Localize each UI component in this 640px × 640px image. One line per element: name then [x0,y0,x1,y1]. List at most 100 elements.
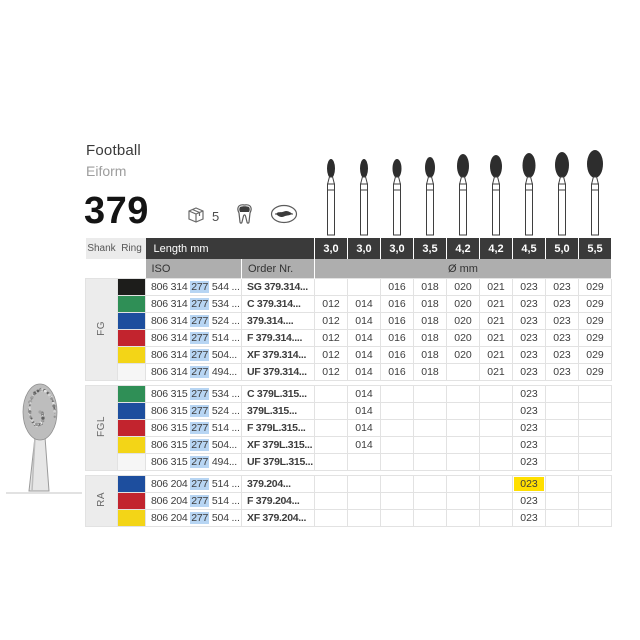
diameter-value: 012 [314,329,348,347]
table-row: 806 315 277 494... UF 379L.315... 023 [86,453,612,471]
order-number: C 379L.315... [241,385,315,403]
diameter-value [380,492,414,510]
ring-color-swatch [117,312,146,330]
diameter-value [479,385,513,403]
spacer-cell [85,259,118,279]
iso-search-highlight: 277 [190,349,210,361]
bur-silhouette [479,146,512,236]
diameter-value [545,436,579,454]
iso-search-highlight: 277 [190,512,210,524]
bur-silhouette [446,146,479,236]
diameter-value [578,453,612,471]
diameter-value: 012 [314,295,348,313]
diameter-value [347,278,381,296]
diameter-value: 012 [314,312,348,330]
length-value-cell: 4,2 [479,238,513,259]
iso-search-highlight: 277 [190,422,210,434]
diameter-value [380,453,414,471]
diameter-value [413,509,447,527]
bur-silhouette [380,146,413,236]
table-row: RA 806 204 277 514 ... 379.204... 023 [85,475,612,527]
iso-number: 806 204 277 514 ... [145,492,242,510]
ring-color-swatch [117,419,146,437]
table-row: 806 204 277 514 ... F 379.204... 023 [86,492,612,510]
iso-search-highlight: 277 [190,366,210,378]
diameter-value: 029 [578,346,612,364]
iso-search-highlight: 277 [190,298,210,310]
diameter-value: 023 [512,295,546,313]
ring-color-swatch [117,346,146,364]
diameter-value [545,509,579,527]
iso-number: 806 315 277 514 ... [145,419,242,437]
diameter-value: 023 [545,329,579,347]
order-number: F 379L.315... [241,419,315,437]
package-icon [186,205,206,228]
diameter-value [347,509,381,527]
length-value-cell: 4,2 [446,238,480,259]
diameter-value [479,436,513,454]
order-number: C 379.314... [241,295,315,313]
diameter-value [578,436,612,454]
diameter-value [380,509,414,527]
diameter-value [446,363,480,381]
diameter-value [446,492,480,510]
diameter-value: 021 [479,329,513,347]
diameter-value: 016 [380,363,414,381]
iso-number: 806 314 277 544 ... [145,278,242,296]
diameter-value [446,385,480,403]
diameter-value [479,402,513,420]
diameter-value [413,402,447,420]
length-header: Length mm [145,238,315,259]
diameter-value [314,492,348,510]
iso-column-header: ISO [145,259,242,279]
diameter-value [347,475,381,493]
diameter-value: 016 [380,346,414,364]
iso-number: 806 315 277 524 ... [145,402,242,420]
iso-search-highlight: 277 [190,478,210,490]
diameter-value [545,402,579,420]
diameter-value: 020 [446,278,480,296]
group-separator [85,380,612,386]
diameter-value: 014 [347,363,381,381]
shank-group-label: FG [85,278,118,381]
iso-search-highlight: 277 [190,456,210,468]
ring-color-swatch [117,436,146,454]
length-value-cell: 5,0 [545,238,579,259]
ring-color-swatch [117,385,146,403]
diameter-value [413,492,447,510]
diameter-value [446,436,480,454]
order-number: SG 379.314... [241,278,315,296]
iso-number: 806 314 277 534 ... [145,295,242,313]
bur-silhouette [347,146,380,236]
diameter-value [380,402,414,420]
diameter-value: 021 [479,295,513,313]
diameter-value: 020 [446,295,480,313]
diameter-value: 029 [578,329,612,347]
order-number: 379.314.... [241,312,315,330]
table-row: 806 315 277 504... XF 379L.315... 014 023 [86,436,612,454]
diameter-value [314,278,348,296]
tooth-icon [235,203,254,230]
catalog-table: Shank Ring Length mm 3,0 3,0 3,0 3,5 4,2 4,2 4… [85,238,612,527]
diameter-header: Ø mm [314,259,612,279]
iso-number: 806 314 277 514 ... [145,329,242,347]
diameter-value [479,509,513,527]
bur-silhouette [413,146,446,236]
table-row: 806 315 277 514 ... F 379L.315... 014 023 [86,419,612,437]
product-title: Football [86,142,141,159]
diameter-value: 023 [512,475,546,493]
iso-number: 806 204 277 514 ... [145,475,242,493]
table-row: 806 315 277 524 ... 379L.315... 014 023 [86,402,612,420]
diameter-value: 014 [347,346,381,364]
bur-silhouette [314,146,347,236]
ring-color-swatch [117,295,146,313]
diameter-value: 023 [512,329,546,347]
length-value-cell: 3,5 [413,238,447,259]
diameter-value [545,453,579,471]
bur-silhouette [545,146,578,236]
diameter-value [446,453,480,471]
diameter-value: 023 [512,436,546,454]
iso-number: 806 204 277 504 ... [145,509,242,527]
table-row: 806 314 277 524 ... 379.314.... 012 014 016 0… [86,312,612,330]
shank-group-text: RA [96,492,107,507]
